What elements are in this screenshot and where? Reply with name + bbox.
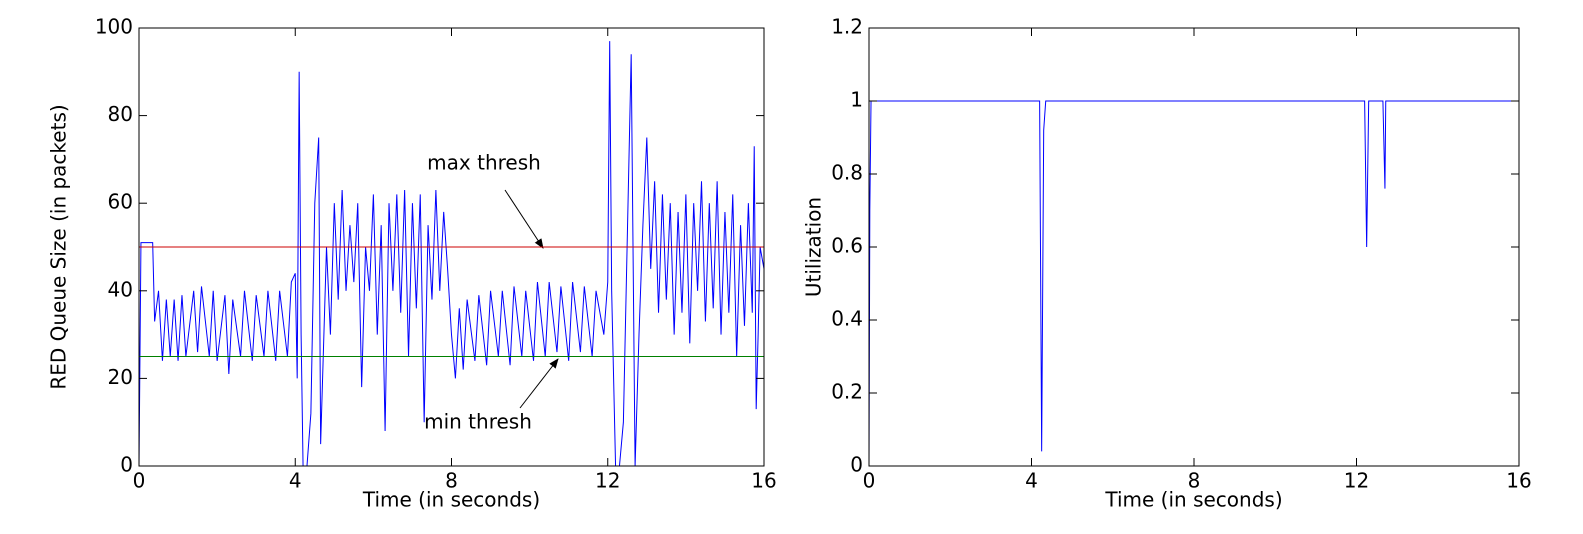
y-tick-label: 0.8 (831, 161, 863, 185)
annotation-arrow (519, 358, 559, 409)
x-tick-label: 12 (595, 469, 620, 493)
x-tick-label: 8 (445, 469, 458, 493)
annotation-arrow (504, 189, 544, 249)
y-tick-label: 60 (108, 190, 133, 214)
line-series (868, 100, 1519, 467)
y-tick-label: 40 (108, 277, 133, 301)
y-tick-label: 1 (850, 88, 863, 112)
y-tick-label: 1.2 (831, 15, 863, 39)
x-tick-label: 4 (289, 469, 302, 493)
x-tick-label: 16 (751, 469, 776, 493)
y-tick-label: 20 (108, 365, 133, 389)
y-axis-label: RED Queue Size (in packets) (47, 104, 71, 389)
x-axis-label: Time (in seconds) (1104, 488, 1282, 512)
y-tick-label: 0.6 (831, 234, 863, 258)
x-tick-label: 0 (133, 469, 146, 493)
x-tick-label: 16 (1506, 469, 1531, 493)
y-tick-label: 80 (108, 102, 133, 126)
y-tick-label: 100 (95, 15, 133, 39)
y-tick-label: 0.2 (831, 380, 863, 404)
x-tick-label: 12 (1344, 469, 1369, 493)
x-tick-label: 0 (863, 469, 876, 493)
x-tick-label: 8 (1188, 469, 1201, 493)
x-axis-label: Time (in seconds) (362, 488, 540, 512)
y-tick-label: 0 (120, 453, 133, 477)
annotation: max thresh (427, 151, 541, 175)
line-series (138, 41, 765, 467)
annotation: min thresh (424, 410, 532, 434)
y-tick-label: 0 (850, 453, 863, 477)
plot-frame (868, 27, 1520, 467)
y-axis-label: Utilization (802, 197, 826, 297)
x-tick-label: 4 (1025, 469, 1038, 493)
y-tick-label: 0.4 (831, 307, 863, 331)
